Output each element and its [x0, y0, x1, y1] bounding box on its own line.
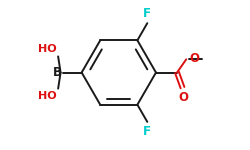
- Text: F: F: [143, 7, 151, 20]
- Text: F: F: [143, 125, 151, 138]
- Text: O: O: [179, 91, 189, 104]
- Text: B: B: [53, 66, 62, 79]
- Text: HO: HO: [38, 44, 57, 54]
- Text: HO: HO: [38, 91, 57, 101]
- Text: O: O: [189, 52, 199, 65]
